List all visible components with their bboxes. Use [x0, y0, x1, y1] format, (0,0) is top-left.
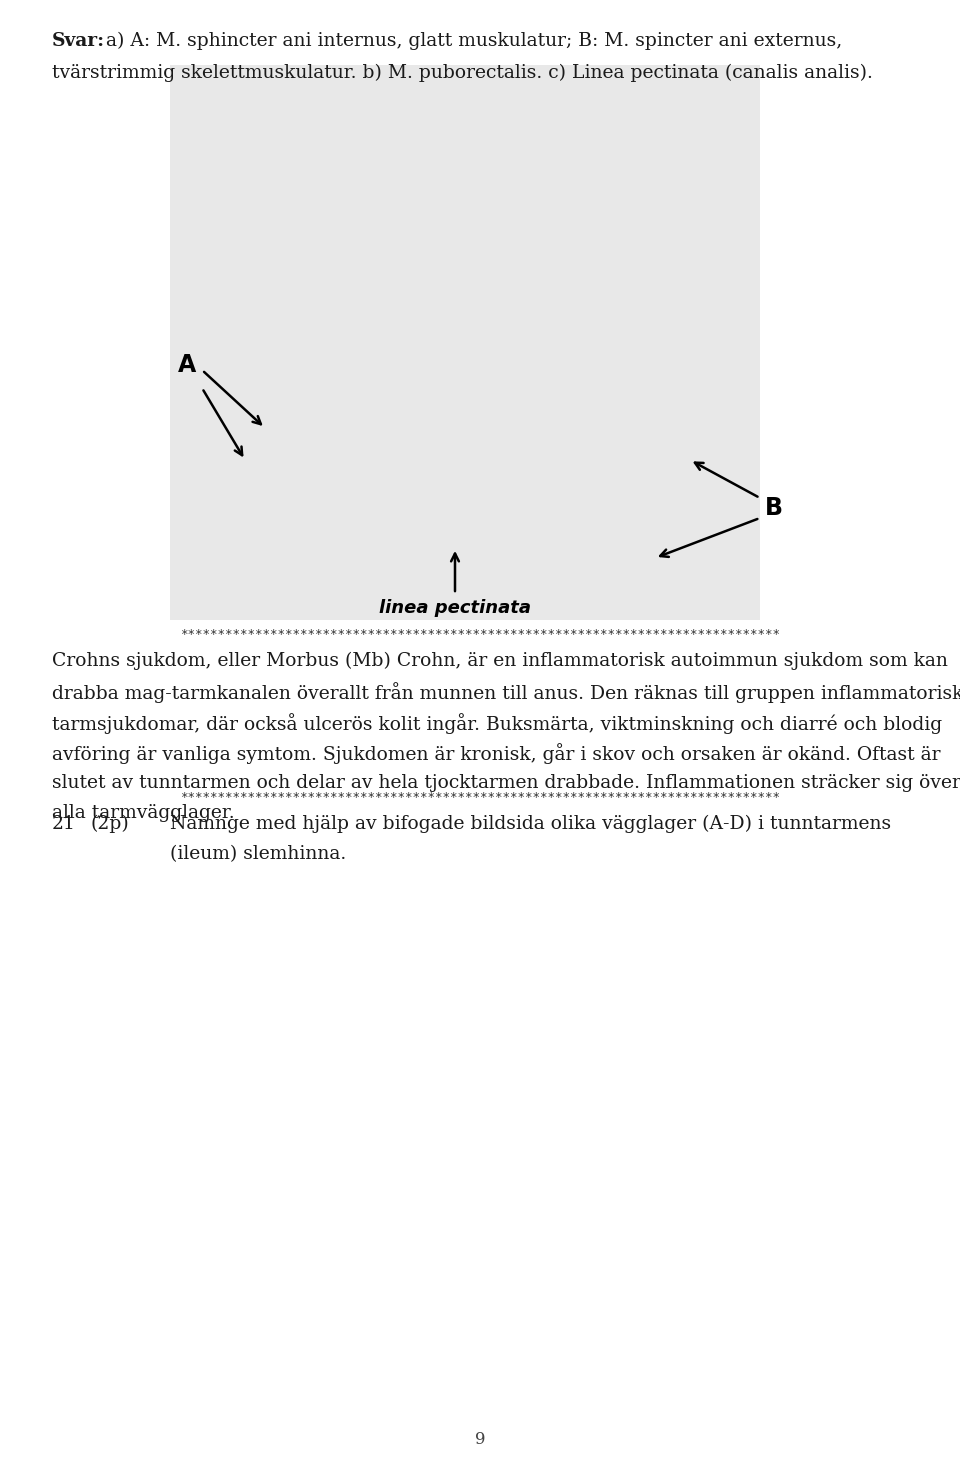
Text: 9: 9: [475, 1430, 485, 1448]
Text: avföring är vanliga symtom. Sjukdomen är kronisk, går i skov och orsaken är okän: avföring är vanliga symtom. Sjukdomen är…: [52, 744, 941, 764]
Text: tarmsjukdomar, där också ulcerös kolit ingår. Buksmärta, viktminskning och diarr: tarmsjukdomar, där också ulcerös kolit i…: [52, 713, 942, 734]
Text: 21: 21: [52, 814, 76, 833]
Text: Svar:: Svar:: [52, 32, 106, 50]
Text: A: A: [178, 353, 196, 376]
Text: B: B: [765, 495, 783, 520]
Text: a) A: M. sphincter ani internus, glatt muskulatur; B: M. spincter ani externus,: a) A: M. sphincter ani internus, glatt m…: [100, 32, 842, 50]
Text: (ileum) slemhinna.: (ileum) slemhinna.: [170, 845, 347, 863]
Text: drabba mag-tarmkanalen överallt från munnen till anus. Den räknas till gruppen i: drabba mag-tarmkanalen överallt från mun…: [52, 682, 960, 704]
Text: Crohns sjukdom, eller Morbus (Mb) Crohn, är en inflammatorisk autoimmun sjukdom : Crohns sjukdom, eller Morbus (Mb) Crohn,…: [52, 653, 948, 670]
Text: alla tarmvägglager.: alla tarmvägglager.: [52, 804, 234, 823]
Text: slutet av tunntarmen och delar av hela tjocktarmen drabbade. Inflammationen strä: slutet av tunntarmen och delar av hela t…: [52, 775, 960, 792]
Text: tvärstrimmig skelettmuskulatur. b) M. puborectalis. c) Linea pectinata (canalis : tvärstrimmig skelettmuskulatur. b) M. pu…: [52, 65, 873, 82]
Text: (2p): (2p): [90, 814, 129, 833]
Text: ********************************************************************************: ****************************************…: [180, 791, 780, 804]
Text: Namnge med hjälp av bifogade bildsida olika vägglager (A-D) i tunntarmens: Namnge med hjälp av bifogade bildsida ol…: [170, 814, 891, 833]
Text: ********************************************************************************: ****************************************…: [180, 629, 780, 641]
Bar: [170, 65, 760, 620]
Text: linea pectinata: linea pectinata: [379, 598, 531, 617]
